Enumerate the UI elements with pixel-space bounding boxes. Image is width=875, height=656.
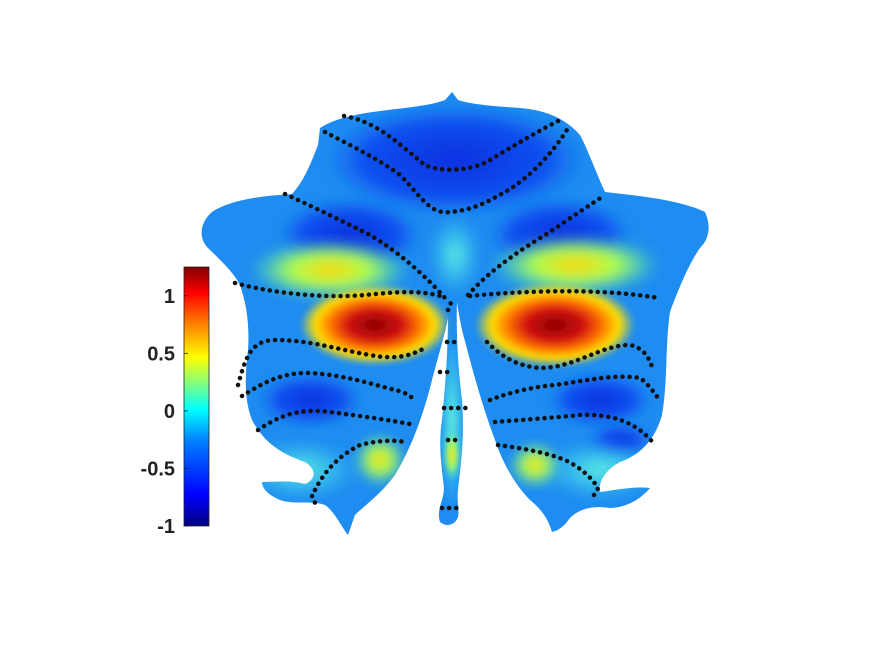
boundary-line — [282, 191, 448, 301]
boundary-line — [495, 442, 601, 491]
lobule-boundaries — [232, 113, 663, 511]
warm-region — [250, 240, 410, 300]
hot-region-left — [300, 285, 450, 365]
warm-region — [490, 235, 660, 295]
warm-region — [355, 435, 405, 485]
boundary-line — [467, 288, 663, 301]
boundary-line — [591, 482, 603, 498]
colorbar-ticks: 1 0.5 0 -0.5 -1 — [141, 286, 188, 538]
boundary-line — [484, 339, 656, 373]
cool-region — [325, 105, 585, 215]
hot-region-right — [475, 283, 635, 367]
colorbar-tick-label: 1 — [164, 286, 175, 308]
cyan-region — [240, 440, 360, 500]
cyan-region — [430, 215, 480, 295]
boundary-line — [232, 280, 443, 299]
boundary-line — [341, 113, 563, 172]
colorbar-tick-label: 0.5 — [147, 343, 175, 365]
boundary-line — [255, 408, 418, 433]
boundary-line — [322, 125, 571, 215]
cyan-region — [438, 330, 466, 510]
boundary-line — [235, 337, 428, 388]
cool-region — [550, 375, 650, 425]
cerebellar-flatmap — [201, 92, 709, 535]
colorbar: 1 0.5 0 -0.5 -1 — [141, 266, 210, 538]
boundary-line — [312, 438, 408, 493]
boundary-line — [239, 370, 418, 403]
colorbar-gradient — [183, 266, 210, 527]
colorbar-tick-label: -0.5 — [141, 458, 175, 480]
boundary-line — [465, 192, 608, 298]
colorbar-tick-label: 0 — [164, 401, 175, 423]
warm-region — [444, 430, 460, 480]
colorbar-tick-label: -1 — [157, 516, 175, 538]
boundary-line — [487, 374, 663, 403]
boundary-line — [445, 297, 455, 313]
boundary-line — [492, 412, 658, 448]
boundary-line — [309, 493, 319, 508]
cool-region — [260, 375, 360, 425]
